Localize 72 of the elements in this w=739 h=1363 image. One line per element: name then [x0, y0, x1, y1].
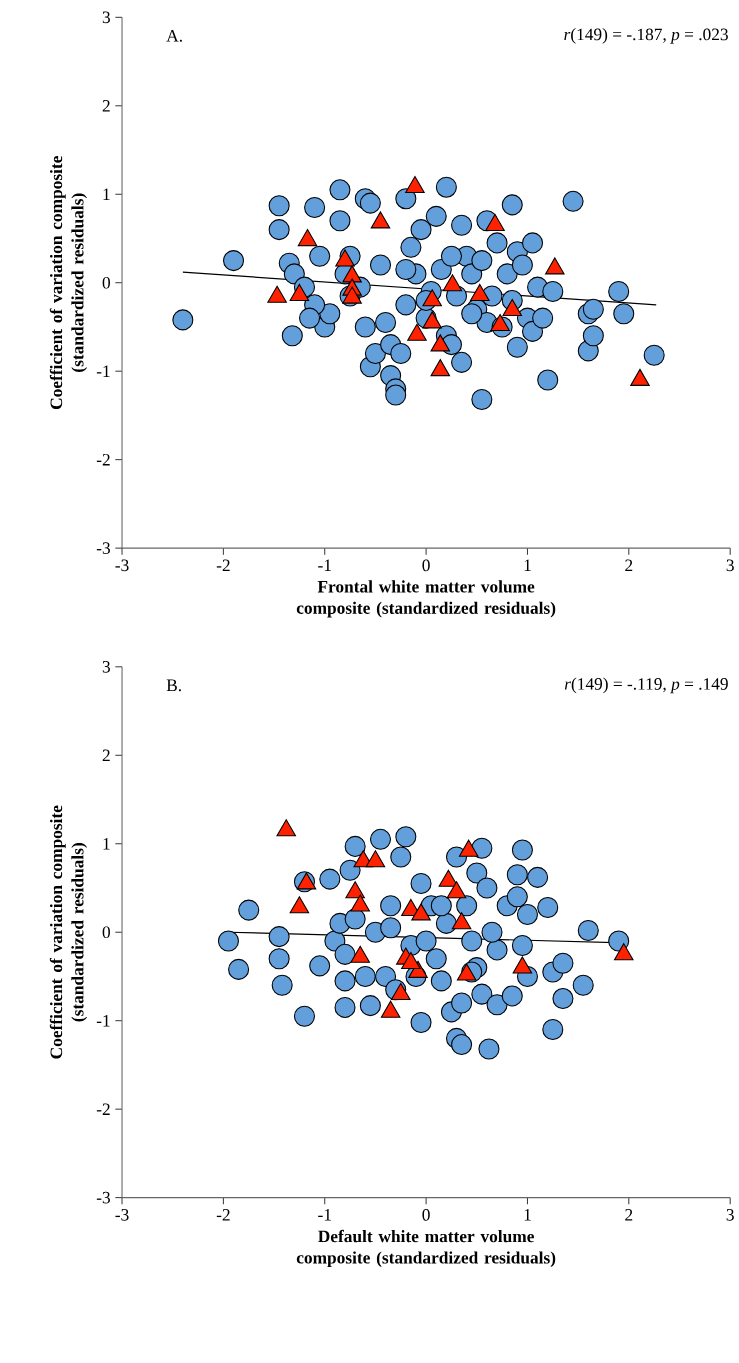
point: [350, 945, 371, 963]
y-tick-label: -2: [96, 453, 110, 466]
y-tick-label: 2: [102, 100, 110, 112]
x-tick-label: -3: [115, 1209, 129, 1221]
y-tick-label: 3: [102, 11, 110, 24]
y-tick-label: -3: [96, 1191, 110, 1204]
point: [451, 912, 472, 930]
x-tick-label: -3: [115, 559, 129, 572]
y-axis-title: Coefficient of variation composite (standardized residuals): [49, 156, 88, 409]
y-tick-label: 0: [102, 926, 111, 939]
point: [430, 359, 451, 377]
point: [391, 982, 411, 1001]
x-tick-label: -1: [318, 1209, 331, 1221]
y-tick-label: 3: [102, 661, 110, 673]
point: [297, 229, 318, 247]
y-tick-label: 1: [103, 838, 110, 850]
point: [430, 334, 451, 352]
point: [276, 819, 297, 837]
y-tick-label: 0: [102, 276, 111, 289]
point: [289, 896, 310, 914]
x-tick-label: 1: [524, 559, 531, 571]
y-tick-label: -1: [96, 1014, 110, 1027]
point: [512, 956, 533, 974]
point: [446, 881, 467, 899]
point: [502, 298, 523, 317]
point: [422, 311, 442, 329]
y-tick-label: -3: [96, 542, 110, 554]
y-tick-label: 1: [103, 188, 110, 200]
point: [342, 265, 362, 283]
x-tick-label: 0: [422, 559, 430, 572]
x-axis-title: Frontal white matter volume composite (standardized residuals): [296, 580, 556, 618]
point: [267, 285, 287, 303]
point: [485, 214, 505, 232]
x-tick-label: -2: [216, 1209, 230, 1221]
point: [370, 211, 391, 229]
point: [422, 289, 442, 307]
point: [613, 943, 634, 961]
annotation: r(149) = -.187, p = .023: [564, 28, 728, 44]
point: [456, 963, 477, 981]
x-tick-label: 2: [625, 559, 633, 571]
point: [490, 313, 510, 332]
x-tick-label: 1: [524, 1209, 531, 1221]
point: [411, 903, 431, 921]
point: [365, 850, 386, 868]
y-tick-label: 2: [102, 749, 110, 762]
annotation: r(149) = -.119, p = .149: [564, 677, 728, 694]
x-tick-label: 0: [422, 1209, 430, 1221]
annotation: B.: [166, 679, 181, 692]
annotation: A.: [166, 30, 182, 42]
point: [380, 1000, 401, 1018]
point: [350, 894, 371, 912]
point: [335, 249, 355, 267]
x-tick-label: -1: [318, 559, 331, 571]
x-tick-label: 2: [625, 1209, 633, 1221]
x-tick-label: 3: [726, 1209, 734, 1221]
point: [458, 839, 479, 857]
point: [438, 869, 459, 887]
point: [630, 368, 650, 386]
point: [470, 283, 490, 301]
x-tick-label: 3: [726, 559, 734, 572]
point: [442, 274, 463, 292]
y-tick-label: -1: [96, 365, 110, 377]
point: [545, 257, 565, 275]
point: [405, 175, 425, 194]
y-tick-label: -2: [96, 1103, 110, 1115]
x-tick-label: -2: [216, 559, 230, 571]
y-axis-title: Coefficient of variation composite (standardized residuals): [49, 805, 88, 1059]
point: [401, 951, 421, 970]
point: [407, 323, 427, 341]
point: [345, 881, 365, 899]
x-axis-title: Default white matter volume composite (standardized residuals): [296, 1229, 556, 1268]
point: [289, 283, 310, 301]
